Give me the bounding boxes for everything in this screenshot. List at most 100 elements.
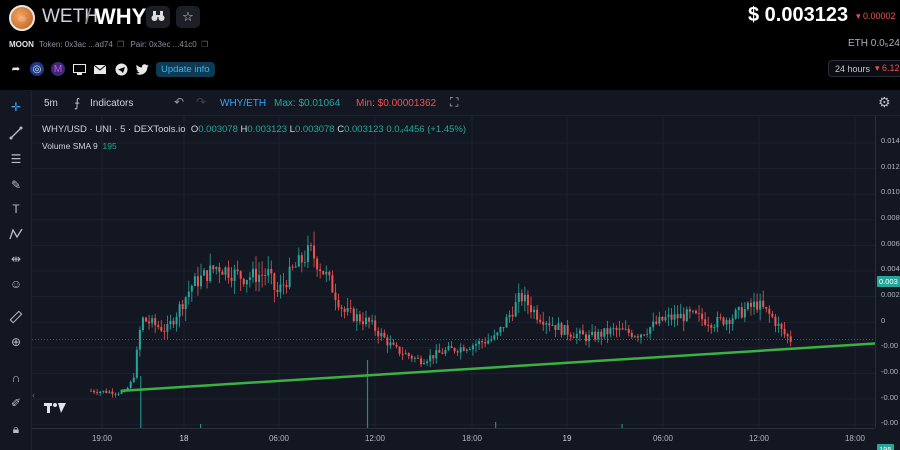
copy-icon[interactable]: ❐ [200,40,209,49]
y-tick: 0.010 [881,187,900,196]
token-avatar [9,5,35,31]
candle-body [297,255,300,267]
candle-body [141,317,144,330]
candle-body [591,331,594,335]
interval-selector[interactable]: 5m [44,98,58,109]
candle-body [667,314,670,318]
candle-body [233,269,236,281]
time-axis[interactable]: 19:00 18 06:00 12:00 18:00 19 06:00 12:0… [32,428,875,450]
volume-legend: Volume SMA 9 195 [42,141,117,151]
copy-icon[interactable]: ❐ [117,40,125,49]
redo-icon[interactable]: ↷ [196,95,207,109]
candle-body [361,321,364,325]
binoculars-button[interactable] [146,6,170,28]
update-info-button[interactable]: Update info [156,61,215,77]
candle-body [346,307,349,312]
candle-body [169,320,172,325]
measure-tool-icon[interactable]: ⇹ [10,252,22,266]
close-label: C [337,124,345,135]
email-icon[interactable] [93,62,107,76]
candle-body [493,335,496,340]
pattern-tool-icon[interactable] [6,225,26,243]
candle-body [203,270,206,276]
gear-icon[interactable]: ⚙ [878,94,891,110]
token-header: WETH / WHY ☆ MOON Token: 0x3ac ...ad74 ❐… [0,0,900,88]
candle-body [704,319,707,325]
candle-body [701,313,704,320]
candle-body [404,353,407,355]
candle-body [698,313,701,315]
period-selector[interactable]: 24 hours ▾ 6.12 [828,60,900,77]
collapse-toolbar-icon[interactable]: ‹ [32,390,35,400]
pair-toggle[interactable]: WHY/ETH [220,98,267,109]
candle-body [789,336,792,342]
candle-body [413,357,416,359]
trendline-tool-icon[interactable] [6,124,26,142]
candle-body [569,334,572,337]
y-tick: 0.014 [881,136,900,145]
fib-tool-icon[interactable]: ☰ [10,152,22,166]
candle-body [135,349,138,378]
candle-body [343,308,346,312]
candle-body [322,271,325,275]
candle-body [331,275,334,293]
magnet-tool-icon[interactable]: ∩ [11,371,21,385]
ohlc-legend: WHY/USD · UNI · 5 · DEXTools.io O0.00307… [42,124,466,135]
lock-icon[interactable]: 🔒︎ [12,421,20,436]
candle-body [209,265,212,282]
candle-body [505,317,508,328]
candle-body [129,381,132,388]
fullscreen-icon[interactable]: ⛶ [450,95,459,109]
favorite-button[interactable]: ☆ [176,6,200,28]
candle-body [102,390,105,392]
website-icon[interactable] [72,62,86,76]
candle-body [200,275,203,287]
candle-body [783,328,786,335]
candle-body [529,305,532,313]
high-value: 0.003123 [247,124,288,135]
candle-body [746,302,749,310]
high-label: H [240,124,248,135]
candle-body [661,316,664,321]
token-label: MOON [9,40,34,49]
share-icon[interactable]: ➦ [11,63,21,75]
indicators-icon[interactable]: ⨍ [74,96,81,110]
candle-body [664,317,667,321]
candle-body [349,307,352,309]
undo-icon[interactable]: ↶ [174,95,185,109]
candle-body [658,316,661,324]
candle-body [780,323,783,329]
x-tick: 19:00 [91,434,113,443]
min-price: Min: $0.00001362 [356,98,437,109]
candle-body [624,328,627,330]
candle-body [99,391,102,394]
candle-body [627,328,630,333]
candle-body [236,269,239,272]
price-axis[interactable]: 0.014 0.012 0.010 0.008 0.006 0.004 0.00… [875,116,900,450]
candle-body [258,274,261,282]
candle-body [285,284,288,288]
lock-draw-icon[interactable]: ✐ [10,396,22,410]
metamask-icon[interactable]: M [51,62,65,76]
candle-body [132,377,135,382]
emoji-tool-icon[interactable]: ☺ [9,277,23,291]
candle-body [316,258,319,270]
volume-tag: 195 [877,444,894,450]
zoom-tool-icon[interactable]: ⊕ [10,335,22,349]
candle-body [90,390,93,392]
indicators-button[interactable]: Indicators [90,98,134,109]
candle-body [368,317,371,322]
brush-tool-icon[interactable]: ✎ [10,178,22,192]
x-tick: 06:00 [268,434,290,443]
chart-canvas[interactable] [0,90,900,450]
twitter-icon[interactable] [135,62,149,76]
candle-body [187,291,190,298]
price-chart[interactable]: ✛ ☰ ✎ T ⇹ ☺ ⊕ ∩ ✐ 🔒︎ 5m ⨍ Indicators ↶ ↷… [0,90,900,450]
ruler-tool-icon[interactable] [6,308,26,326]
crosshair-tool-icon[interactable]: ✛ [10,100,22,114]
candle-body [221,271,224,275]
etherscan-icon[interactable]: ◎ [30,62,44,76]
telegram-icon[interactable] [114,62,128,76]
text-tool-icon[interactable]: T [12,202,20,216]
candle-body [294,266,297,268]
